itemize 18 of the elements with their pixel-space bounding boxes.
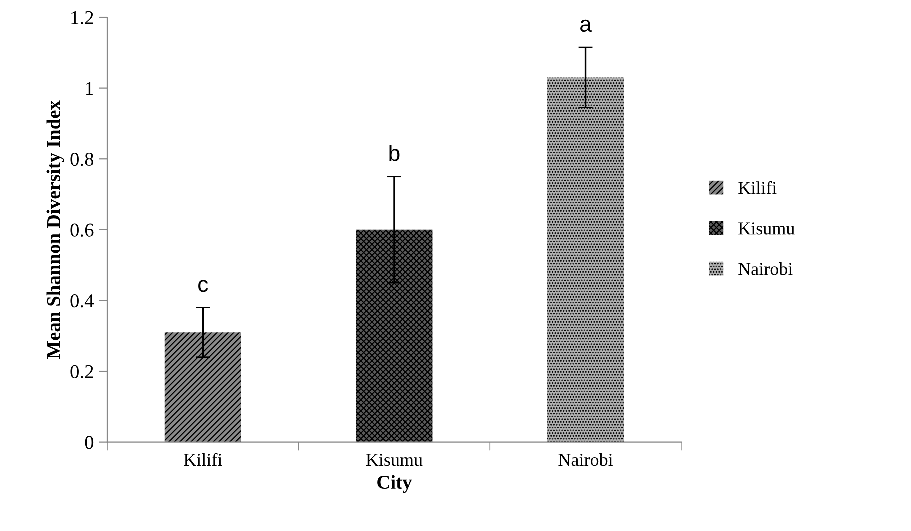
y-tick-label: 1.2: [72, 11, 94, 25]
y-axis-title: Mean Shannon Diversity Index: [46, 100, 64, 359]
legend-label: Kilifi: [738, 181, 777, 194]
legend-label: Nairobi: [738, 262, 793, 276]
y-tick-label: 0: [85, 436, 94, 450]
y-tick-label: 1: [86, 82, 94, 96]
x-tick-label: Kilifi: [184, 453, 222, 466]
legend-label: Kisumu: [738, 222, 795, 235]
annotation: b: [390, 144, 400, 162]
annotation: c: [198, 280, 208, 292]
x-axis-title: City: [378, 475, 412, 494]
y-tick-label: 0.8: [70, 152, 94, 166]
y-tick-label: 0.4: [70, 294, 94, 308]
x-tick-label: Nairobi: [558, 453, 614, 466]
y-tick-label: 0.2: [70, 365, 94, 379]
annotation: a: [580, 20, 592, 32]
x-tick-label: Kisumu: [366, 454, 423, 466]
y-tick-label: 0.6: [70, 224, 94, 237]
